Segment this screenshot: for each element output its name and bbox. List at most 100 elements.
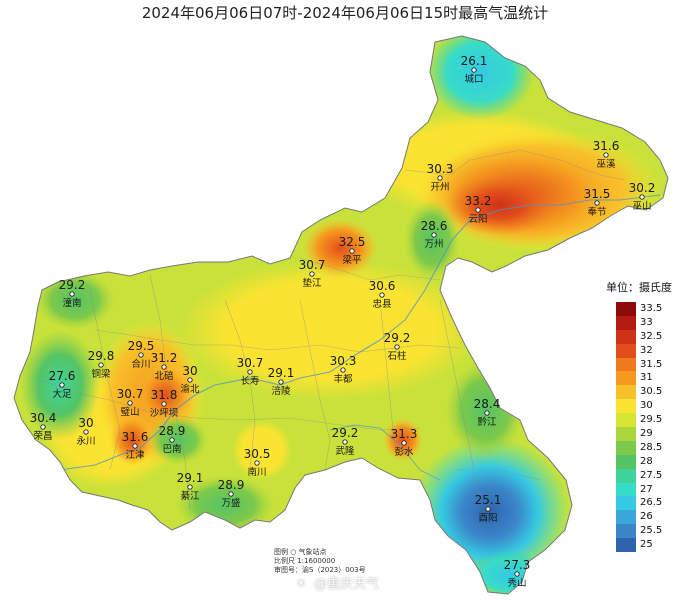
legend-label: 33.5 <box>640 302 663 314</box>
station-temperature: 30.2 <box>629 181 656 195</box>
station-temperature: 30.5 <box>244 447 271 461</box>
legend-label: 32 <box>640 344 653 356</box>
station-marker-icon <box>471 67 477 73</box>
station-temperature: 28.6 <box>421 219 448 233</box>
station-marker-icon <box>309 271 315 277</box>
weather-station: 31.3 彭水 <box>391 427 418 458</box>
weather-station: 29.2 武隆 <box>332 426 359 457</box>
legend-label: 28.5 <box>640 441 663 453</box>
station-temperature: 29.1 <box>268 366 295 380</box>
station-layer: 26.1 城口 31.6 巫溪 30.3 开州 33.2 云阳 31.5 奉节 30.2 巫山 32.5… <box>30 54 656 589</box>
legend-swatch <box>616 496 636 511</box>
station-name: 梁平 <box>342 254 362 266</box>
legend-item: 29 <box>616 427 662 441</box>
station-name: 长寿 <box>240 375 259 387</box>
weibo-icon: ◉ <box>292 573 310 592</box>
station-name: 大足 <box>52 388 72 400</box>
legend-label: 25 <box>640 539 653 551</box>
legend-item: 32.5 <box>616 329 663 344</box>
weather-station: 30 渝北 <box>180 364 200 395</box>
legend-item: 29.5 <box>616 413 662 428</box>
station-name: 彭水 <box>394 446 414 458</box>
station-marker-icon <box>603 152 609 158</box>
legend-swatch <box>616 315 636 330</box>
station-temperature: 29.2 <box>59 278 86 292</box>
station-temperature: 26.1 <box>461 54 488 68</box>
station-marker-icon <box>169 437 175 443</box>
station-temperature: 31.8 <box>151 388 178 402</box>
station-marker-icon <box>69 291 75 297</box>
weather-station: 30.3 丰都 <box>330 354 357 385</box>
wu-river <box>329 424 441 481</box>
weather-station: 30.4 荣昌 <box>30 411 57 442</box>
station-marker-icon <box>437 175 443 181</box>
legend-item: 28.5 <box>616 440 663 455</box>
legend-label: 32.5 <box>640 330 663 342</box>
legend-label: 29 <box>640 427 653 439</box>
station-temperature: 31.6 <box>122 430 149 444</box>
station-name: 綦江 <box>180 490 200 502</box>
legend-swatch <box>616 413 636 428</box>
station-name: 巫溪 <box>596 158 616 170</box>
legend-label: 27 <box>640 483 653 495</box>
weather-station: 28.9 万盛 <box>218 478 245 509</box>
station-name: 北碚 <box>154 370 174 382</box>
yangtze-river <box>59 194 661 471</box>
station-name: 秀山 <box>507 577 526 589</box>
weather-station: 30.6 忠县 <box>369 279 396 310</box>
legend-label: 27.5 <box>640 469 663 481</box>
weather-station: 32.5 梁平 <box>339 235 366 266</box>
station-marker-icon <box>485 506 491 512</box>
station-marker-icon <box>132 443 138 449</box>
station-name: 石柱 <box>387 350 407 362</box>
station-temperature: 31.6 <box>593 139 620 153</box>
notes-approval-line: 审图号：渝S（2023）003号 <box>274 566 366 574</box>
weather-station: 31.6 巫溪 <box>593 139 620 170</box>
station-name: 潼南 <box>62 297 81 309</box>
station-name: 云阳 <box>468 214 487 225</box>
station-name: 黔江 <box>477 416 497 428</box>
station-name: 奉节 <box>587 206 606 218</box>
station-marker-icon <box>514 571 520 577</box>
station-name: 垫江 <box>302 277 322 289</box>
weather-station: 29.1 綦江 <box>177 471 204 502</box>
station-name: 酉阳 <box>478 513 497 524</box>
legend-label: 26 <box>640 511 653 523</box>
station-temperature: 29.2 <box>384 331 411 345</box>
legend-swatch <box>616 302 636 316</box>
station-name: 巫山 <box>632 201 651 212</box>
weather-station: 31.2 北碚 <box>151 351 178 382</box>
weather-station: 30.3 开州 <box>427 162 454 193</box>
station-temperature: 30.3 <box>427 162 454 176</box>
weather-station: 30.5 南川 <box>244 447 271 478</box>
station-temperature: 30.3 <box>330 354 357 368</box>
station-name: 合川 <box>131 358 150 370</box>
station-temperature: 31.2 <box>151 351 178 365</box>
station-temperature: 28.9 <box>159 424 186 438</box>
legend-swatch <box>616 343 636 358</box>
weather-station: 31.6 江津 <box>122 430 149 461</box>
weather-station: 30 永川 <box>76 416 95 447</box>
station-temperature: 27.3 <box>504 558 531 572</box>
legend-item: 30 <box>616 399 662 414</box>
station-marker-icon <box>401 440 407 446</box>
weather-station: 29.1 涪陵 <box>268 366 295 397</box>
legend-swatch <box>616 329 636 344</box>
station-temperature: 30.7 <box>299 258 326 272</box>
station-marker-icon <box>342 439 348 445</box>
weather-station: 28.4 黔江 <box>474 397 501 428</box>
station-name: 武隆 <box>335 445 355 457</box>
legend-swatch <box>616 427 636 441</box>
weather-station: 28.6 万州 <box>421 219 448 250</box>
station-name: 万盛 <box>221 497 241 509</box>
legend-item: 33 <box>616 315 662 330</box>
legend-label: 30 <box>640 400 653 412</box>
station-name: 璧山 <box>120 406 139 418</box>
weather-station: 33.2 云阳 <box>465 194 492 225</box>
station-name: 渝北 <box>180 383 200 395</box>
station-marker-icon <box>83 429 89 435</box>
station-temperature: 31.3 <box>391 427 418 441</box>
legend-item: 26 <box>616 510 662 525</box>
station-marker-icon <box>484 410 490 416</box>
